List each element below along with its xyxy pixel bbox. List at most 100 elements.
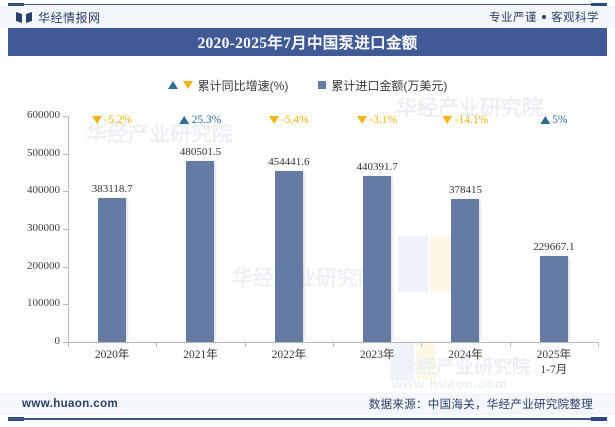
legend-label-amount: 累计进口金额(万美元) bbox=[331, 78, 448, 93]
chart-category: 383118.7 -5.2% bbox=[68, 114, 156, 342]
book-logo-icon bbox=[16, 11, 32, 23]
growth-rate-label: -14.1% bbox=[442, 114, 489, 126]
tagline-right: 客观科学 bbox=[551, 12, 599, 24]
chart-category: 454441.6 -5.4% bbox=[245, 114, 333, 342]
growth-rate-value: -5.4% bbox=[280, 114, 309, 126]
bar[interactable] bbox=[363, 176, 392, 342]
top-rule-left-cap bbox=[8, 3, 24, 7]
square-marker-icon bbox=[318, 81, 327, 89]
y-axis-tick-label: 0 bbox=[54, 335, 61, 347]
x-axis-tick bbox=[68, 342, 69, 347]
tagline-left: 专业严谨 bbox=[489, 12, 537, 24]
x-axis-tick bbox=[333, 342, 334, 347]
top-rule bbox=[0, 3, 615, 7]
triangle-down-icon bbox=[182, 81, 193, 89]
growth-rate-label: -5.2% bbox=[92, 114, 132, 126]
x-axis-label: 2023年 bbox=[333, 348, 421, 363]
x-axis-label-line: 2020年 bbox=[94, 349, 130, 361]
x-axis-label: 2022年 bbox=[245, 348, 333, 363]
bar[interactable] bbox=[451, 199, 480, 342]
x-axis-tick bbox=[509, 342, 511, 347]
x-axis-tick bbox=[156, 342, 158, 347]
growth-rate-value: -5.2% bbox=[104, 114, 133, 126]
plot-area: 0 100000 200000 300000 400000 500000 600000 38… bbox=[0, 96, 615, 376]
triangle-down-icon bbox=[442, 116, 453, 124]
growth-rate-label: -3.1% bbox=[357, 114, 397, 126]
chart-category: 229667.1 5% bbox=[510, 114, 598, 342]
top-rule-line bbox=[8, 4, 607, 5]
tagline: 专业严谨 客观科学 bbox=[489, 9, 599, 25]
x-axis-label-line: 1-7月 bbox=[540, 364, 568, 376]
legend-label-growth: 累计同比增速(%) bbox=[197, 78, 289, 93]
bar[interactable] bbox=[186, 161, 215, 342]
title-band: 2020-2025年7月中国泵进口金额 bbox=[8, 28, 607, 56]
y-axis-tick bbox=[63, 229, 68, 230]
growth-rate-value: -3.1% bbox=[369, 114, 398, 126]
triangle-down-icon bbox=[357, 116, 368, 124]
bottom-rule bbox=[0, 417, 615, 421]
triangle-down-icon bbox=[92, 116, 103, 124]
page-footer: www.huaon.com 数据来源：中国海关，华经产业研究院整理 bbox=[0, 393, 615, 415]
bar-value-label: 440391.7 bbox=[356, 161, 398, 174]
x-axis-tick bbox=[244, 342, 246, 347]
tagline-dot-icon bbox=[542, 15, 546, 19]
footer-url[interactable]: www.huaon.com bbox=[22, 398, 119, 410]
growth-rate-value: -14.1% bbox=[454, 114, 489, 126]
growth-rate-value: 25.3% bbox=[191, 114, 222, 126]
bar-value-label: 229667.1 bbox=[533, 240, 575, 253]
page-header: 华经情报网 专业严谨 客观科学 bbox=[0, 6, 615, 28]
y-axis-tick-label: 500000 bbox=[27, 146, 60, 159]
y-axis-tick bbox=[63, 191, 68, 193]
y-axis-tick bbox=[63, 342, 68, 343]
bottom-rule-right-cap bbox=[591, 417, 607, 421]
footer-source: 数据来源：中国海关，华经产业研究院整理 bbox=[368, 399, 593, 411]
triangle-down-icon bbox=[268, 116, 279, 124]
x-axis-label-line: 2021年 bbox=[183, 349, 218, 361]
x-axis-label: 2021年 bbox=[156, 348, 244, 363]
y-axis-tick-label: 400000 bbox=[27, 184, 60, 197]
y-axis-tick-label: 600000 bbox=[27, 109, 60, 121]
bar[interactable] bbox=[98, 197, 127, 342]
legend-item-growth[interactable]: 累计同比增速(%) bbox=[167, 77, 289, 94]
chart-category: 480501.5 25.3% bbox=[156, 114, 244, 342]
bottom-rule-line bbox=[8, 418, 607, 420]
chart-category: 440391.7 -3.1% bbox=[333, 114, 421, 342]
x-axis-tick bbox=[421, 342, 423, 347]
x-axis-label: 2025年 1-7月 bbox=[510, 348, 598, 378]
bar[interactable] bbox=[274, 170, 303, 342]
y-axis-line bbox=[68, 116, 69, 342]
bar-series: 383118.7 -5.2% 480501.5 25.3% 454441.6 -5.4% 4… bbox=[68, 114, 598, 342]
y-axis-tick-label: 300000 bbox=[27, 222, 60, 234]
x-axis-tick bbox=[598, 342, 599, 347]
triangle-up-icon bbox=[540, 116, 551, 124]
x-axis-label: 2024年 bbox=[421, 348, 509, 363]
bar[interactable] bbox=[539, 255, 568, 342]
triangle-up-icon bbox=[167, 81, 178, 89]
x-axis-label-line: 2023年 bbox=[359, 349, 395, 361]
y-axis-tick bbox=[63, 153, 68, 155]
y-axis-tick-label: 200000 bbox=[27, 259, 60, 272]
bar-value-label: 378415 bbox=[448, 184, 482, 197]
y-axis-tick-label: 100000 bbox=[27, 297, 60, 310]
chart-legend: 累计同比增速(%) 累计进口金额(万美元) bbox=[0, 74, 615, 96]
bar-value-label: 383118.7 bbox=[91, 182, 133, 195]
y-axis-tick bbox=[63, 116, 68, 117]
growth-rate-label: 25.3% bbox=[179, 114, 222, 126]
growth-rate-label: 5% bbox=[540, 114, 567, 126]
x-axis-labels: 2020年 2021年 2022年 2023年 2024年 2025年 1-7月 bbox=[68, 348, 598, 388]
bar-value-label: 454441.6 bbox=[268, 155, 310, 168]
brand-name: 华经情报网 bbox=[38, 10, 101, 25]
y-axis-tick bbox=[63, 304, 68, 306]
legend-item-amount[interactable]: 累计进口金额(万美元) bbox=[318, 77, 447, 94]
x-axis-label-line: 2024年 bbox=[448, 349, 483, 361]
growth-rate-value: 5% bbox=[552, 114, 568, 126]
chart-category: 378415 -14.1% bbox=[421, 114, 509, 342]
x-axis-label-line: 2022年 bbox=[271, 349, 307, 361]
x-axis-label: 2020年 bbox=[68, 348, 156, 363]
y-axis-tick bbox=[63, 266, 68, 268]
top-rule-right-cap bbox=[591, 3, 607, 7]
triangle-up-icon bbox=[179, 116, 190, 124]
growth-rate-label: -5.4% bbox=[268, 114, 309, 126]
brand[interactable]: 华经情报网 bbox=[16, 9, 101, 26]
